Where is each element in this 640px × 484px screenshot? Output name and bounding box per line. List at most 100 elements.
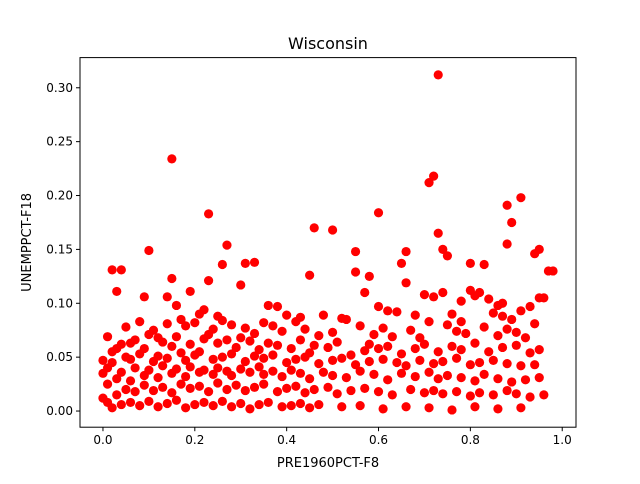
data-point [332, 389, 342, 399]
data-point [488, 308, 498, 318]
data-point [341, 373, 351, 383]
data-point [429, 359, 439, 369]
data-point [314, 331, 324, 341]
data-point [107, 403, 117, 413]
data-point [530, 319, 540, 329]
data-point [456, 317, 466, 327]
data-point [410, 371, 420, 382]
data-point [272, 387, 283, 397]
data-point [121, 384, 131, 395]
data-point [378, 404, 388, 414]
data-point [387, 390, 397, 400]
data-point [447, 405, 457, 415]
data-point [125, 397, 136, 408]
data-point [102, 379, 113, 389]
data-point [474, 357, 485, 368]
data-point [488, 390, 498, 400]
data-point [295, 398, 306, 409]
data-point [125, 354, 136, 364]
data-point [240, 385, 250, 396]
data-point [245, 404, 255, 414]
data-point [116, 265, 126, 275]
data-point [497, 342, 508, 353]
data-point [438, 287, 448, 298]
data-point [323, 382, 333, 392]
data-point [231, 342, 241, 353]
data-point [240, 258, 250, 269]
data-point [190, 399, 200, 410]
data-point [176, 379, 186, 389]
data-point [410, 343, 420, 354]
data-point [314, 399, 324, 410]
data-point [511, 340, 521, 350]
data-point [148, 385, 159, 396]
data-point [493, 374, 503, 384]
data-point [112, 286, 122, 297]
data-point [355, 401, 365, 411]
data-point [392, 357, 402, 368]
data-point [102, 332, 113, 342]
data-point [360, 346, 370, 356]
data-point [208, 354, 218, 364]
data-point [249, 328, 260, 339]
data-point [497, 298, 508, 308]
data-point [236, 333, 246, 343]
data-point [245, 336, 255, 346]
data-point [236, 364, 246, 374]
data-point [135, 317, 145, 327]
x-tick-label: 0.0 [93, 433, 112, 447]
data-point [263, 300, 273, 311]
data-point [162, 353, 172, 363]
data-point [295, 335, 306, 345]
data-point [433, 374, 443, 384]
data-point [456, 296, 466, 306]
data-point [337, 402, 347, 412]
data-point [470, 402, 480, 412]
data-point [530, 249, 540, 259]
data-point [465, 391, 475, 401]
data-point [419, 290, 430, 300]
data-point [502, 200, 512, 210]
data-point [254, 362, 264, 372]
data-point [226, 320, 237, 330]
data-point [158, 382, 168, 392]
data-point [438, 244, 448, 254]
data-point [153, 351, 163, 361]
x-tick-label: 0.4 [277, 433, 296, 447]
data-point [259, 369, 269, 379]
data-point [240, 356, 250, 367]
y-tick-label: 0.25 [46, 135, 73, 149]
data-point [153, 402, 163, 412]
data-point [383, 306, 393, 316]
data-point [373, 301, 384, 312]
data-point [451, 353, 462, 363]
data-point [327, 370, 338, 381]
data-point [438, 356, 448, 367]
data-point [203, 209, 214, 219]
data-point [282, 383, 292, 394]
data-point [203, 276, 214, 286]
data-point [185, 383, 195, 394]
data-point [254, 399, 264, 410]
data-point [474, 287, 485, 298]
data-point [249, 257, 260, 267]
data-point [456, 345, 466, 355]
data-point [249, 382, 260, 392]
data-point [162, 319, 172, 329]
data-point [493, 404, 503, 414]
data-point [350, 360, 361, 370]
data-point [130, 387, 140, 397]
data-point [341, 314, 351, 325]
data-point [107, 357, 117, 368]
data-point [323, 342, 333, 353]
data-point [171, 300, 182, 311]
data-point [263, 397, 273, 408]
data-point [181, 371, 191, 382]
data-point [401, 246, 411, 257]
data-point [470, 338, 480, 348]
data-point [144, 396, 154, 406]
points-layer [98, 70, 558, 415]
data-point [415, 355, 425, 365]
y-tick-label: 0.15 [46, 242, 73, 256]
data-point [318, 367, 329, 377]
